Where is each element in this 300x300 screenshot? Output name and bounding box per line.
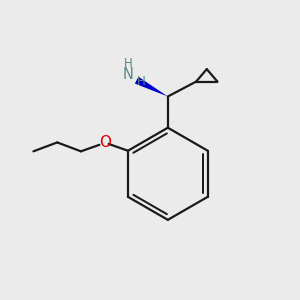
Text: H: H xyxy=(136,75,145,88)
Text: H: H xyxy=(124,57,133,70)
Text: N: N xyxy=(123,67,134,82)
Text: O: O xyxy=(99,135,111,150)
Polygon shape xyxy=(135,77,168,97)
